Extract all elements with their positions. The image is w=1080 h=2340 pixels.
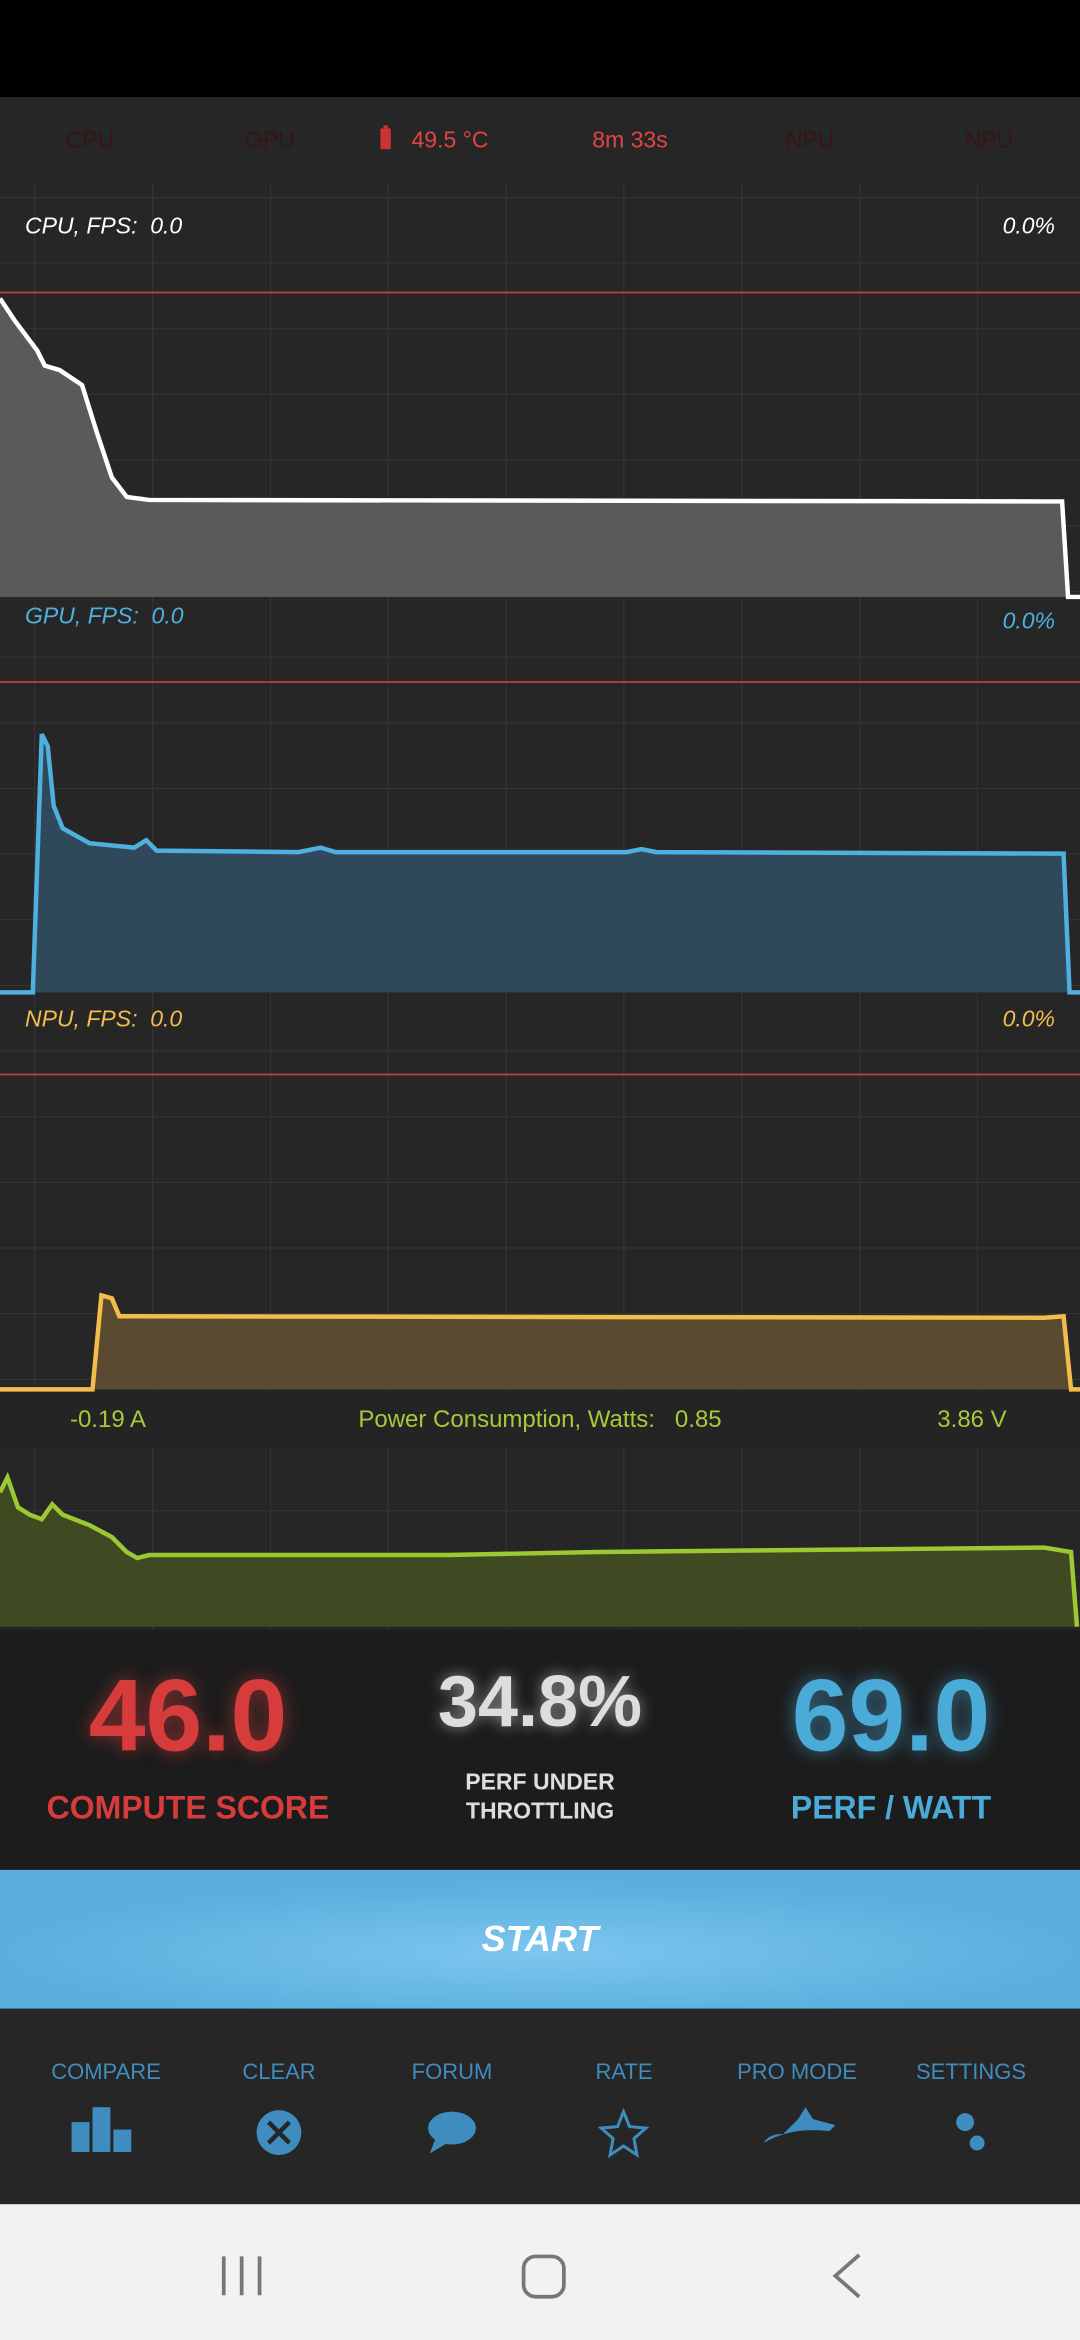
cpu-line [0, 297, 1080, 600]
status-elapsed: 8m 33s [592, 126, 668, 153]
graph-label: GPU, FPS: 0.0 [25, 603, 184, 630]
npu-line [0, 1292, 1080, 1392]
power-label: Power Consumption, Watts: 0.85 [358, 1406, 721, 1434]
power-voltage: 3.86 V [937, 1406, 1007, 1433]
nav-panel [0, 2008, 1080, 2205]
gpu-area [32, 734, 1070, 993]
start-button-bg [0, 1869, 1080, 2009]
graph-fps: 0.0 [150, 1005, 183, 1032]
graph-load: 0.0% [1002, 1005, 1055, 1032]
nav-clear[interactable]: CLEAR [242, 2059, 316, 2084]
graph-title: GPU, FPS: [25, 602, 139, 629]
graph-label: CPU, FPS: 0.0 [25, 213, 182, 240]
throttling-label: PERF UNDER [465, 1768, 615, 1795]
top-bar [0, 0, 1080, 98]
power-header [0, 1390, 1080, 1448]
status-npu: NPU [785, 126, 835, 153]
nav-rate[interactable]: RATE [595, 2059, 653, 2084]
score-panel [0, 1629, 1080, 1870]
power-area-fill [0, 1477, 1078, 1627]
throttling-score: 34.8% [437, 1662, 643, 1742]
status-temperature: 49.5 °C [411, 126, 489, 153]
graph-title: CPU, FPS: [25, 212, 138, 239]
power-current: -0.19 A [69, 1406, 147, 1433]
cpu-area [0, 298, 1069, 597]
perf-watt-label: PERF / WATT [790, 1789, 992, 1826]
status-row [0, 97, 1080, 183]
gpu-line [0, 733, 1080, 995]
system-buttons [221, 2253, 861, 2299]
graph-fps: 0.0 [151, 602, 184, 629]
compute-label: COMPUTE SCORE [46, 1789, 330, 1826]
nav-pro-mode[interactable]: PRO MODE [737, 2059, 857, 2084]
nav-forum[interactable]: FORUM [411, 2059, 493, 2084]
perf-watt-score: 69.0 [791, 1658, 991, 1773]
grid [0, 182, 1080, 1391]
status-npu: NPU [964, 126, 1014, 153]
nav-icons [71, 2107, 985, 2159]
power-line [0, 1471, 1080, 1627]
graph-label: NPU, FPS: 0.0 [25, 1006, 182, 1033]
compute-score: 46.0 [88, 1658, 288, 1773]
status-gpu: GPU [245, 126, 295, 153]
power-watts: 0.85 [674, 1406, 722, 1433]
battery-icon [380, 125, 391, 150]
graph-load: 0.0% [1002, 607, 1055, 634]
nav-settings[interactable]: SETTINGS [915, 2059, 1027, 2084]
throttling-label: THROTTLING [465, 1797, 615, 1824]
power-title: Power Consumption, Watts: [358, 1406, 655, 1433]
start-button[interactable]: START [481, 1918, 599, 1959]
status-cpu: CPU [65, 126, 115, 153]
system-nav [0, 2204, 1080, 2340]
nav-compare[interactable]: COMPARE [51, 2059, 161, 2084]
graph-fps: 0.0 [150, 212, 183, 239]
graph-load: 0.0% [1002, 212, 1055, 239]
graph-title: NPU, FPS: [25, 1005, 138, 1032]
